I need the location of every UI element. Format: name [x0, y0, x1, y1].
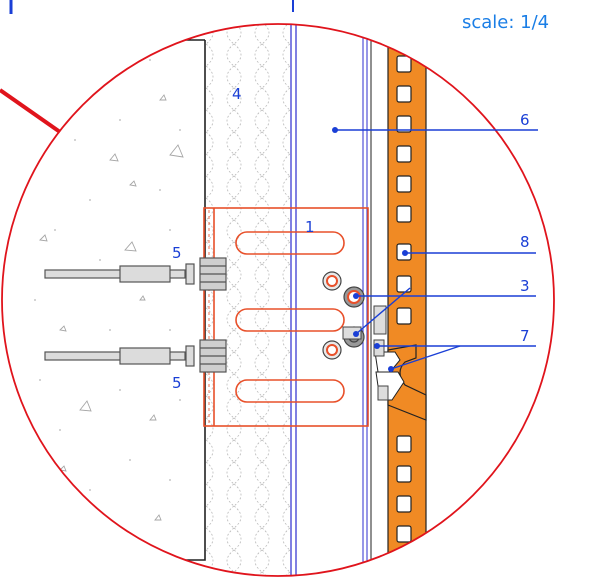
insulation-layer — [206, 24, 290, 576]
small-fittings — [342, 305, 389, 401]
callout-5-upper: 5 — [172, 244, 182, 262]
bracket-plate — [203, 207, 369, 427]
callout-8: 8 — [520, 233, 530, 251]
callout-7: 7 — [520, 327, 530, 345]
leader-dots — [332, 127, 408, 372]
callout-6: 6 — [520, 111, 530, 129]
detail-circle — [1, 23, 555, 577]
anchor-bolt-upper — [44, 257, 227, 291]
wall-top-step — [150, 24, 205, 41]
cladding-rail — [374, 24, 427, 576]
callout-5-lower: 5 — [172, 374, 182, 392]
callout-3: 3 — [520, 277, 530, 295]
leader-lines — [335, 129, 538, 370]
scale-label: scale: 1/4 — [462, 12, 549, 33]
callout-1: 1 — [305, 218, 315, 236]
anchor-bolt-lower — [44, 339, 227, 373]
detail-pointer-arrow — [0, 88, 62, 134]
callout-4: 4 — [232, 85, 242, 103]
membrane-lines — [290, 24, 372, 576]
